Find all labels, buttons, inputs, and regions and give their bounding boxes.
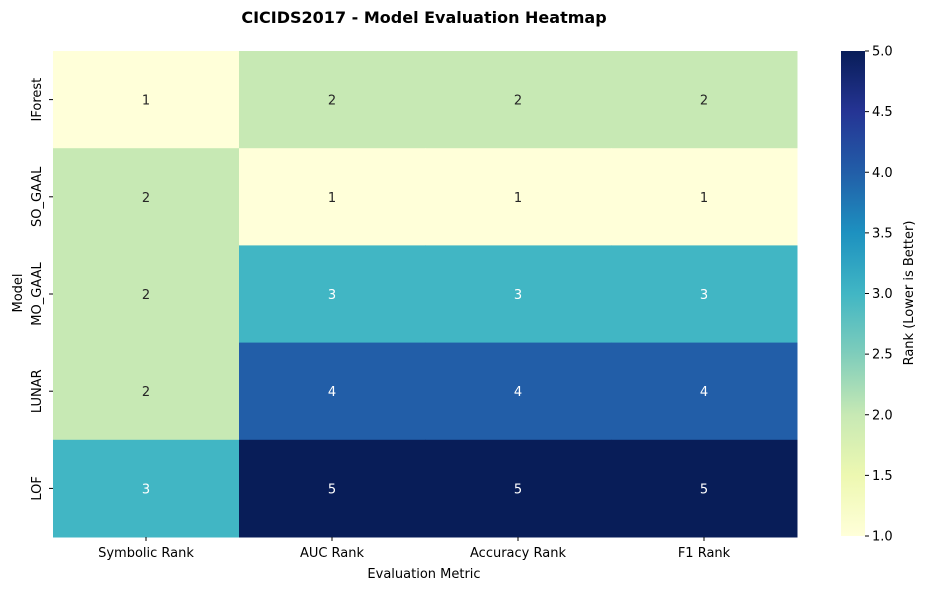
y-tick-label: IForest	[30, 78, 45, 122]
cell-value-label: 3	[142, 482, 150, 497]
colorbar-tick-label: 4.0	[872, 166, 893, 181]
heatmap-cell	[53, 51, 240, 149]
x-tick-label: Accuracy Rank	[470, 546, 566, 561]
cell-value-label: 4	[700, 385, 708, 400]
cell-value-label: 2	[328, 94, 336, 109]
cell-value-label: 3	[700, 288, 708, 303]
heatmap-cell	[53, 439, 240, 538]
cell-value-label: 1	[328, 191, 336, 206]
cell-value-label: 2	[142, 385, 150, 400]
cell-value-label: 1	[700, 191, 708, 206]
cell-value-label: 5	[514, 482, 522, 497]
x-tick-label: F1 Rank	[678, 546, 731, 561]
x-axis-label: Evaluation Metric	[367, 567, 480, 582]
cell-value-label: 2	[142, 288, 150, 303]
y-tick-label: LUNAR	[30, 369, 45, 413]
colorbar-tick-label: 5.0	[872, 45, 893, 60]
colorbar-tick-label: 4.5	[872, 105, 893, 120]
heatmap-cell	[611, 342, 798, 441]
cell-value-label: 2	[700, 94, 708, 109]
heatmap-cell	[425, 51, 612, 149]
heatmap-cell	[611, 148, 798, 246]
heatmap-cell	[53, 148, 240, 246]
cell-value-label: 5	[700, 482, 708, 497]
heatmap-cell	[53, 245, 240, 344]
cell-value-label: 5	[328, 482, 336, 497]
chart-title: CICIDS2017 - Model Evaluation Heatmap	[241, 8, 606, 27]
cell-value-label: 1	[142, 94, 150, 109]
x-tick-label: Symbolic Rank	[98, 546, 194, 561]
y-tick-label: LOF	[30, 476, 45, 501]
colorbar-tick-label: 3.5	[872, 226, 893, 241]
heatmap-cell	[239, 439, 426, 538]
colorbar-ticks: 1.0 1.5 2.0 2.5 3.0 3.5 4.0 4.5 5.0	[865, 45, 893, 545]
heatmap-cell	[239, 245, 426, 344]
cell-value-label: 3	[328, 288, 336, 303]
cell-value-label: 1	[514, 191, 522, 206]
colorbar	[841, 51, 865, 536]
heatmap-cell	[239, 148, 426, 246]
colorbar-tick-label: 1.5	[872, 469, 893, 484]
cell-value-label: 3	[514, 288, 522, 303]
heatmap-cell	[239, 342, 426, 441]
y-axis-ticks: IForest SO_GAAL MO_GAAL LUNAR LOF	[30, 78, 53, 501]
heatmap-cell	[611, 245, 798, 344]
heatmap-cell	[611, 439, 798, 538]
colorbar-tick-label: 2.5	[872, 348, 893, 363]
heatmap-cell	[53, 342, 240, 441]
cell-value-label: 2	[142, 191, 150, 206]
colorbar-label: Rank (Lower is Better)	[902, 221, 917, 366]
heatmap-cells: 1 2 2 2 2 1 1 1 2 3 3 3 2 4 4 4 3 5 5 5	[53, 51, 798, 538]
heatmap-cell	[611, 51, 798, 149]
colorbar-tick-label: 1.0	[872, 530, 893, 545]
colorbar-tick-label: 3.0	[872, 287, 893, 302]
y-axis-label: Model	[11, 273, 26, 312]
x-tick-label: AUC Rank	[300, 546, 365, 561]
heatmap-cell	[425, 148, 612, 246]
x-axis-ticks: Symbolic Rank AUC Rank Accuracy Rank F1 Ran…	[98, 537, 731, 561]
heatmap-cell	[425, 245, 612, 344]
heatmap-cell	[239, 51, 426, 149]
y-tick-label: SO_GAAL	[30, 166, 45, 227]
colorbar-tick-label: 2.0	[872, 408, 893, 423]
y-tick-label: MO_GAAL	[30, 262, 45, 326]
cell-value-label: 2	[514, 94, 522, 109]
cell-value-label: 4	[328, 385, 336, 400]
heatmap-cell	[425, 342, 612, 441]
cell-value-label: 4	[514, 385, 522, 400]
heatmap-cell	[425, 439, 612, 538]
